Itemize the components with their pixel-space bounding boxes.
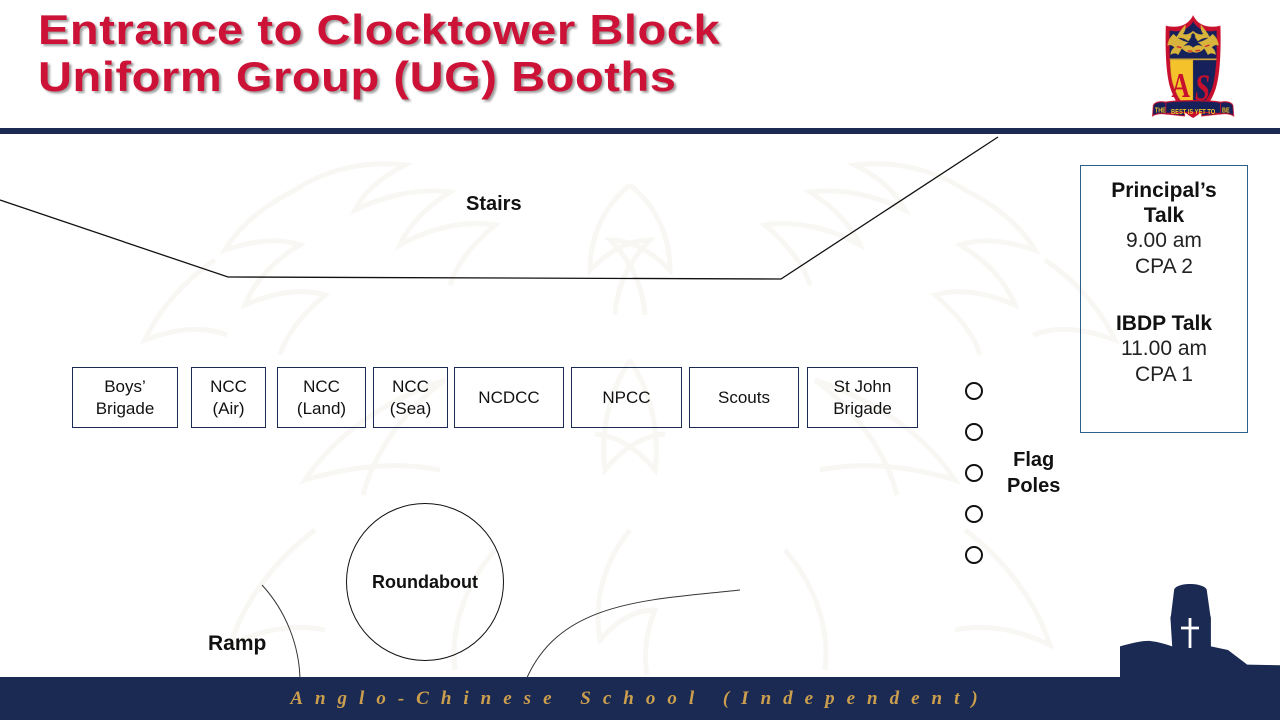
svg-text:A: A xyxy=(1171,66,1190,105)
svg-text:THE: THE xyxy=(1155,107,1166,115)
svg-text:BEST IS YET TO: BEST IS YET TO xyxy=(1171,108,1215,116)
svg-text:BE: BE xyxy=(1222,107,1230,115)
